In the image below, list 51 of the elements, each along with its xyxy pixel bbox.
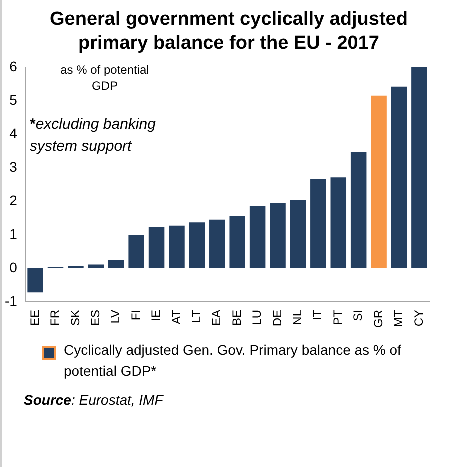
bar [391,86,408,268]
y-tick-label: 2 [10,192,18,208]
x-tick-label: DE [270,310,284,327]
x-tick-label: LT [190,309,204,324]
x-tick-label: FR [48,310,62,326]
x-tick-label: SI [351,310,366,322]
x-tick-label: FI [128,310,143,321]
source-note: Source: Eurostat, IMF [23,391,165,408]
y-tick-label: 6 [10,58,18,74]
x-tick-label: BE [230,310,244,326]
x-tick-label: MT [392,309,406,328]
bar [270,203,286,268]
y-tick-label: 4 [10,125,18,142]
bar [108,260,124,268]
x-tick-label: PT [330,309,345,326]
y-tick-label: 1 [10,226,18,242]
bar [412,67,428,268]
bar [169,226,185,268]
x-tick-label: ES [88,310,102,326]
x-tick-label: AT [169,309,184,324]
x-tick-label: IT [310,309,325,321]
bar [148,227,165,268]
y-tick-label: 3 [10,158,18,175]
bar [210,220,226,268]
bar [28,268,44,293]
annotation: *excluding banking system support [30,115,157,157]
legend-label: Cyclically adjusted Gen. Gov. Primary balance as % of potential GDP* [64,341,402,381]
annotation: as % of potential GDP [60,62,150,94]
x-tick-label: SK [68,310,82,326]
bar [230,216,246,268]
bar [290,200,306,268]
y-tick-label: 5 [10,92,18,108]
x-tick-label: IE [149,310,164,322]
x-tick-label: NL [290,310,305,326]
x-tick-label: GR [371,310,386,328]
bar [88,264,104,268]
y-tick-label: 0 [10,259,18,276]
bar [189,222,206,268]
chart-title: General government cyclically adjusted primary balance for the EU - 2017 [49,8,409,56]
bar [330,178,347,268]
x-tick-label: LV [108,310,123,324]
x-tick-label: EE [28,310,42,326]
bar [371,96,387,268]
bar [250,206,266,268]
bar [310,179,326,268]
bar [350,152,367,268]
bar [128,234,144,268]
x-tick-label: LU [250,310,264,326]
y-tick-label: -1 [4,292,18,309]
x-tick-label: EA [210,310,224,326]
x-tick-label: CY [412,310,426,327]
